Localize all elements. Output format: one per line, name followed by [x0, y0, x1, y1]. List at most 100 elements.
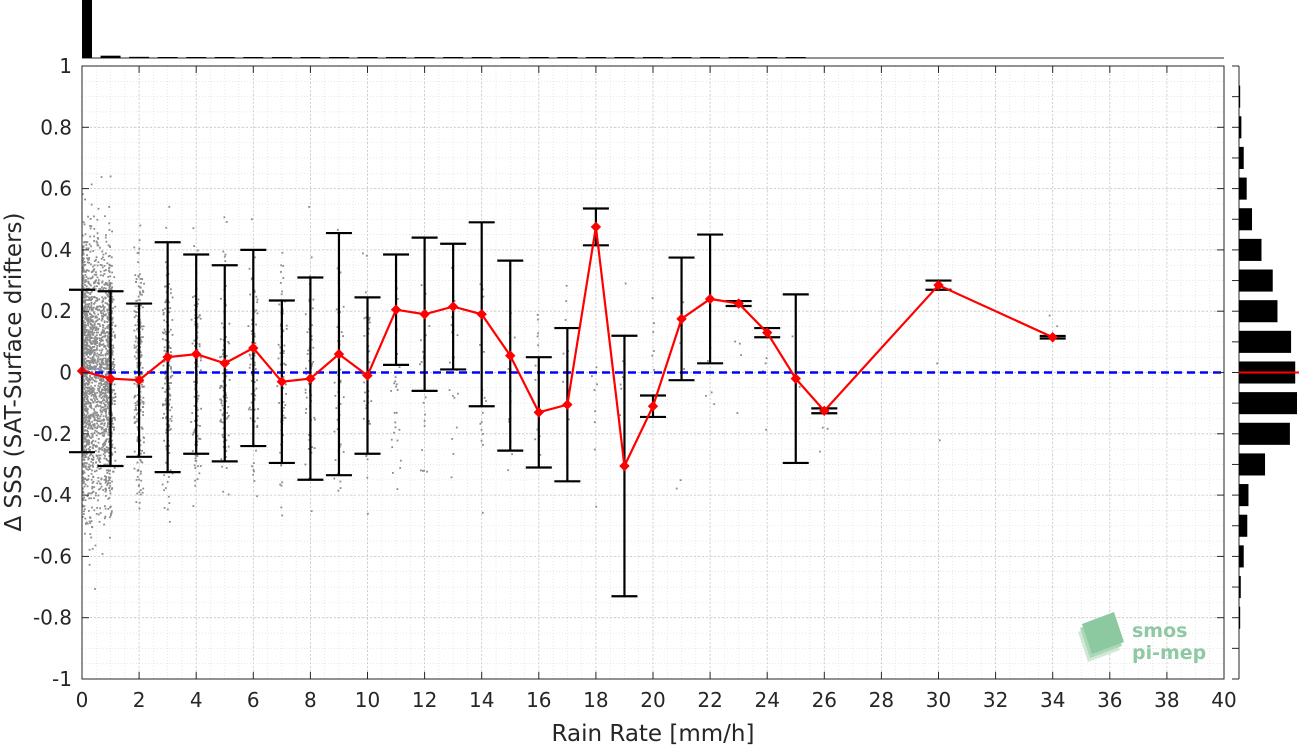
data-point — [92, 423, 94, 426]
data-point — [99, 420, 102, 423]
data-point — [104, 451, 106, 454]
data-point — [84, 198, 86, 201]
data-point — [219, 420, 222, 423]
data-point — [99, 364, 102, 366]
data-point — [82, 320, 85, 323]
data-point — [84, 445, 87, 447]
data-point — [102, 402, 105, 405]
data-point — [107, 449, 109, 451]
data-point — [363, 400, 366, 403]
data-point — [82, 249, 84, 252]
data-point — [92, 465, 94, 468]
data-point — [368, 361, 371, 364]
data-point — [93, 365, 96, 368]
data-point — [308, 299, 311, 302]
data-point — [396, 488, 399, 491]
data-point — [97, 441, 100, 444]
data-point — [365, 316, 367, 319]
data-point — [93, 419, 96, 422]
data-point — [139, 362, 142, 365]
data-point — [83, 339, 86, 342]
data-point — [277, 357, 280, 360]
data-point — [228, 379, 231, 381]
data-point — [95, 348, 98, 351]
data-point — [90, 351, 92, 354]
data-point — [86, 412, 89, 415]
data-point — [335, 407, 338, 409]
y-tick-label: -0.6 — [33, 544, 72, 568]
mean-marker — [562, 399, 573, 410]
data-point — [102, 274, 105, 277]
right-histogram-bar — [1239, 606, 1241, 629]
data-point — [103, 283, 106, 286]
data-point — [104, 393, 107, 396]
data-point — [107, 269, 110, 272]
data-point — [193, 464, 196, 467]
data-point — [141, 449, 143, 452]
data-point — [102, 300, 104, 302]
data-point — [90, 343, 93, 346]
data-point — [85, 462, 88, 465]
data-point — [96, 319, 99, 322]
data-point — [100, 373, 103, 376]
data-point — [304, 411, 307, 414]
data-point — [139, 321, 142, 324]
data-point — [165, 377, 167, 380]
data-point — [103, 392, 106, 395]
y-axis-label: Δ SSS (SAT-Surface drifters) — [1, 213, 27, 532]
mean-marker — [933, 279, 944, 291]
data-point — [99, 325, 101, 327]
data-point — [93, 416, 96, 418]
data-point — [88, 386, 91, 389]
data-point — [133, 396, 136, 399]
data-point — [84, 384, 86, 386]
data-point — [108, 271, 111, 273]
data-point — [109, 275, 112, 278]
data-point — [276, 385, 279, 388]
data-point — [281, 481, 284, 484]
data-point — [97, 499, 99, 502]
mean-marker — [219, 358, 230, 369]
data-point — [305, 373, 308, 375]
data-point — [171, 472, 174, 475]
data-point — [92, 334, 95, 336]
y-tick-label: 1 — [59, 54, 72, 78]
data-point — [420, 361, 423, 363]
data-point — [108, 229, 111, 231]
data-point — [453, 396, 456, 399]
data-point — [89, 376, 92, 378]
data-point — [223, 255, 226, 258]
data-point — [86, 261, 89, 264]
data-point — [253, 398, 256, 400]
data-point — [103, 424, 106, 427]
data-point — [100, 333, 102, 336]
data-point — [92, 412, 95, 415]
data-point — [82, 430, 85, 433]
data-point — [594, 410, 597, 413]
data-point — [134, 407, 137, 409]
data-point — [90, 437, 93, 439]
data-point — [95, 361, 98, 364]
data-point — [82, 400, 85, 403]
data-point — [821, 426, 824, 429]
data-point — [87, 356, 90, 358]
mean-marker — [1047, 332, 1058, 343]
data-point — [139, 339, 142, 342]
data-point — [304, 313, 307, 316]
data-point — [193, 339, 196, 342]
data-point — [96, 285, 98, 288]
data-point — [336, 418, 339, 421]
data-point — [168, 360, 171, 363]
data-point — [103, 314, 106, 317]
right-histogram-bar — [1239, 208, 1253, 231]
data-point — [86, 420, 89, 423]
data-point — [134, 404, 137, 407]
data-point — [251, 319, 253, 321]
data-point — [113, 364, 116, 366]
data-point — [90, 536, 93, 539]
data-point — [197, 394, 200, 397]
data-point — [84, 299, 86, 301]
data-point — [91, 433, 94, 436]
data-point — [253, 291, 256, 293]
data-point — [190, 318, 193, 321]
